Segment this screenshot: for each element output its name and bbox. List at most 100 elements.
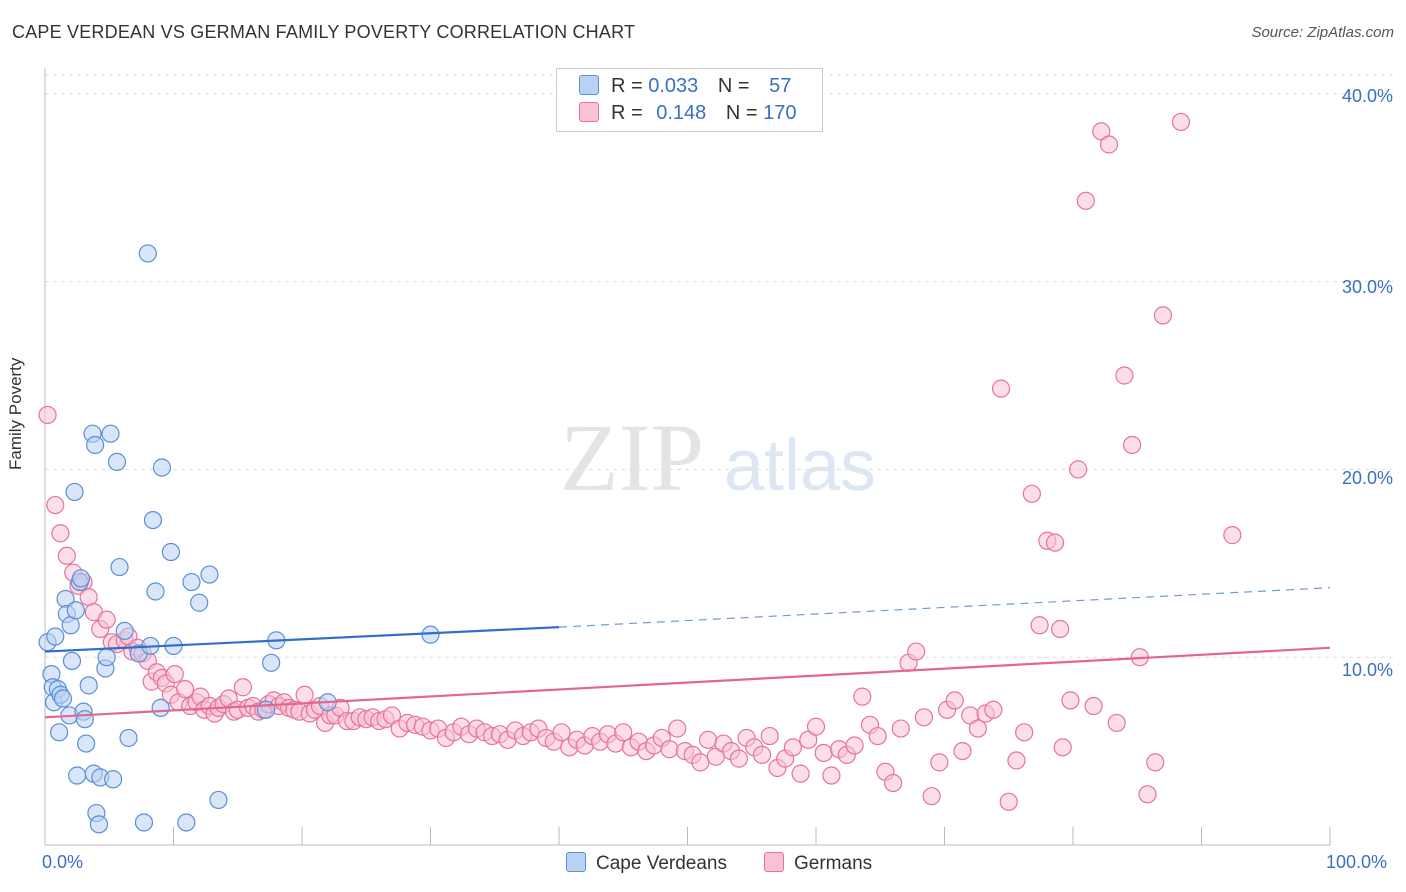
legend-row-germans: R = 0.148 N = 170 (579, 102, 797, 125)
data-point (71, 569, 91, 588)
data-point (614, 723, 633, 742)
watermark-atlas: atlas (724, 426, 876, 506)
data-point (295, 685, 314, 704)
legend-swatch-pink (579, 102, 599, 122)
bottom-legend-germans: Germans (764, 852, 872, 875)
data-point (233, 678, 252, 697)
data-point (256, 700, 276, 719)
data-point (182, 572, 201, 592)
data-point (79, 587, 98, 607)
y-axis-label: Family Poverty (6, 357, 25, 470)
legend: R = 0.033 N = 57 R = 0.148 N = 170 (556, 68, 823, 132)
data-point (853, 687, 872, 706)
data-point (1171, 112, 1191, 132)
data-point (104, 770, 123, 789)
data-point (1030, 616, 1049, 635)
data-point (46, 627, 65, 646)
trend-line-germans (44, 646, 1331, 719)
data-point (868, 726, 887, 746)
data-point (175, 680, 195, 699)
trend-line-cape-verdeans (44, 626, 560, 653)
data-point (51, 524, 70, 543)
data-point (914, 708, 934, 727)
data-point (1051, 619, 1070, 639)
axes (44, 68, 1331, 846)
data-point (97, 610, 116, 629)
data-point (1107, 713, 1126, 733)
data-point (907, 642, 926, 661)
data-point (922, 787, 941, 806)
legend-row-cape-verdeans: R = 0.033 N = 57 (579, 75, 791, 98)
data-point (165, 664, 184, 684)
data-point (86, 435, 105, 455)
data-point (262, 653, 281, 672)
data-point (38, 405, 57, 425)
legend-r-label: R = (611, 102, 643, 124)
data-point (845, 736, 864, 755)
data-point (760, 726, 779, 746)
data-point (46, 495, 65, 515)
data-point (143, 510, 163, 530)
watermark: ZIP atlas (560, 404, 876, 511)
watermark-zip: ZIP (560, 404, 704, 511)
cape-verdeans-points (38, 244, 440, 834)
data-point (62, 651, 82, 671)
data-point (421, 625, 440, 644)
data-point (1223, 526, 1242, 545)
data-point (1115, 366, 1134, 385)
bottom-legend-swatch-pink (764, 852, 784, 872)
bottom-legend-label: Cape Verdeans (596, 853, 727, 874)
data-point (791, 764, 810, 783)
data-point (806, 717, 826, 736)
legend-swatch-blue (579, 75, 599, 95)
data-point (1045, 533, 1065, 552)
data-point (945, 691, 964, 710)
bottom-legend-label: Germans (794, 853, 873, 874)
data-point (68, 766, 87, 785)
data-point (161, 542, 181, 562)
data-point (968, 719, 988, 738)
data-point (1099, 135, 1119, 154)
data-point (984, 700, 1003, 719)
data-point (691, 753, 710, 772)
data-point (999, 792, 1018, 811)
data-point (991, 379, 1011, 398)
data-point (1015, 723, 1034, 742)
y-tick-label: 30.0% (1341, 277, 1393, 297)
x-tick-label: 100.0% (1326, 852, 1388, 872)
data-point (1123, 435, 1142, 455)
data-point (209, 790, 228, 810)
data-point (190, 593, 209, 612)
data-point (552, 723, 571, 742)
data-point (57, 546, 76, 565)
data-point (89, 815, 109, 834)
legend-r-value: 0.033 (648, 75, 699, 97)
legend-n-label: N = (725, 102, 758, 124)
bottom-legend-swatch-blue (566, 852, 586, 872)
legend-n-label: N = (717, 75, 750, 97)
data-point (1138, 785, 1157, 804)
data-point (783, 738, 802, 757)
data-point (1053, 738, 1072, 757)
data-point (79, 676, 98, 695)
x-tick-label: 0.0% (42, 852, 84, 872)
data-point (65, 482, 84, 502)
data-point (1084, 696, 1103, 716)
source-label: Source: ZipAtlas.com (1251, 24, 1394, 41)
data-point (115, 621, 134, 641)
data-point (668, 719, 687, 738)
legend-n-value: 170 (763, 102, 797, 124)
y-tick-label: 40.0% (1341, 86, 1393, 106)
data-point (75, 710, 94, 729)
data-point (1022, 484, 1041, 503)
data-point (61, 616, 80, 635)
data-point (1061, 691, 1080, 710)
data-point (50, 723, 69, 742)
data-point (660, 740, 679, 759)
legend-r-value: 0.148 (656, 102, 707, 124)
legend-n-value: 57 (769, 75, 792, 97)
data-point (891, 719, 910, 738)
y-tick-label: 20.0% (1341, 468, 1393, 488)
data-point (66, 601, 85, 620)
data-point (1007, 751, 1026, 770)
